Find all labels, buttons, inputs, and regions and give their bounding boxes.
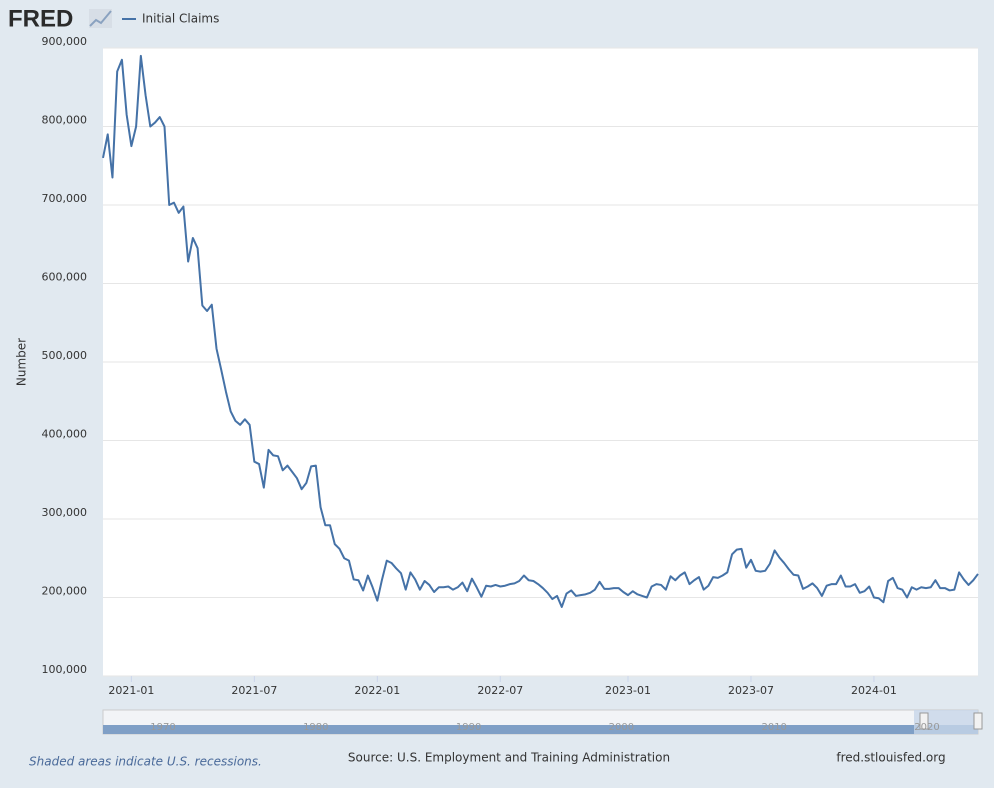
y-tick-label: 700,000	[42, 192, 88, 205]
legend-label[interactable]: Initial Claims	[142, 12, 219, 26]
navigator-label: 2010	[761, 722, 786, 733]
navigator-label: 2000	[609, 722, 634, 733]
navigator-label: 1980	[303, 722, 328, 733]
y-axis-label: Number	[15, 338, 29, 386]
y-tick-label: 800,000	[42, 114, 88, 127]
y-tick-label: 400,000	[42, 428, 88, 441]
y-tick-label: 300,000	[42, 506, 88, 519]
y-tick-label: 600,000	[42, 271, 88, 284]
x-tick-label: 2022-01	[354, 684, 400, 697]
logo: FRED	[8, 5, 73, 32]
navigator-series	[103, 725, 978, 734]
site[interactable]: fred.stlouisfed.org	[836, 751, 945, 765]
source: Source: U.S. Employment and Training Adm…	[348, 751, 670, 765]
navigator-label: 2020	[914, 722, 939, 733]
series-line	[102, 54, 979, 608]
navigator-handle[interactable]	[919, 712, 929, 730]
x-tick-label: 2021-07	[231, 684, 277, 697]
x-tick-label: 2023-07	[728, 684, 774, 697]
logo-icon	[89, 9, 112, 28]
recession-note: Shaded areas indicate U.S. recessions.	[29, 755, 262, 769]
y-tick-label: 500,000	[42, 349, 88, 362]
x-tick-label: 2022-07	[477, 684, 523, 697]
y-tick-label: 900,000	[42, 35, 88, 48]
navigator-label: 1970	[150, 722, 175, 733]
navigator-label: 1990	[456, 722, 481, 733]
y-tick-label: 100,000	[42, 663, 88, 676]
y-tick-label: 200,000	[42, 585, 88, 598]
navigator-handle[interactable]	[973, 712, 983, 730]
x-tick-label: 2024-01	[851, 684, 897, 697]
x-tick-label: 2021-01	[108, 684, 154, 697]
x-tick-label: 2023-01	[605, 684, 651, 697]
